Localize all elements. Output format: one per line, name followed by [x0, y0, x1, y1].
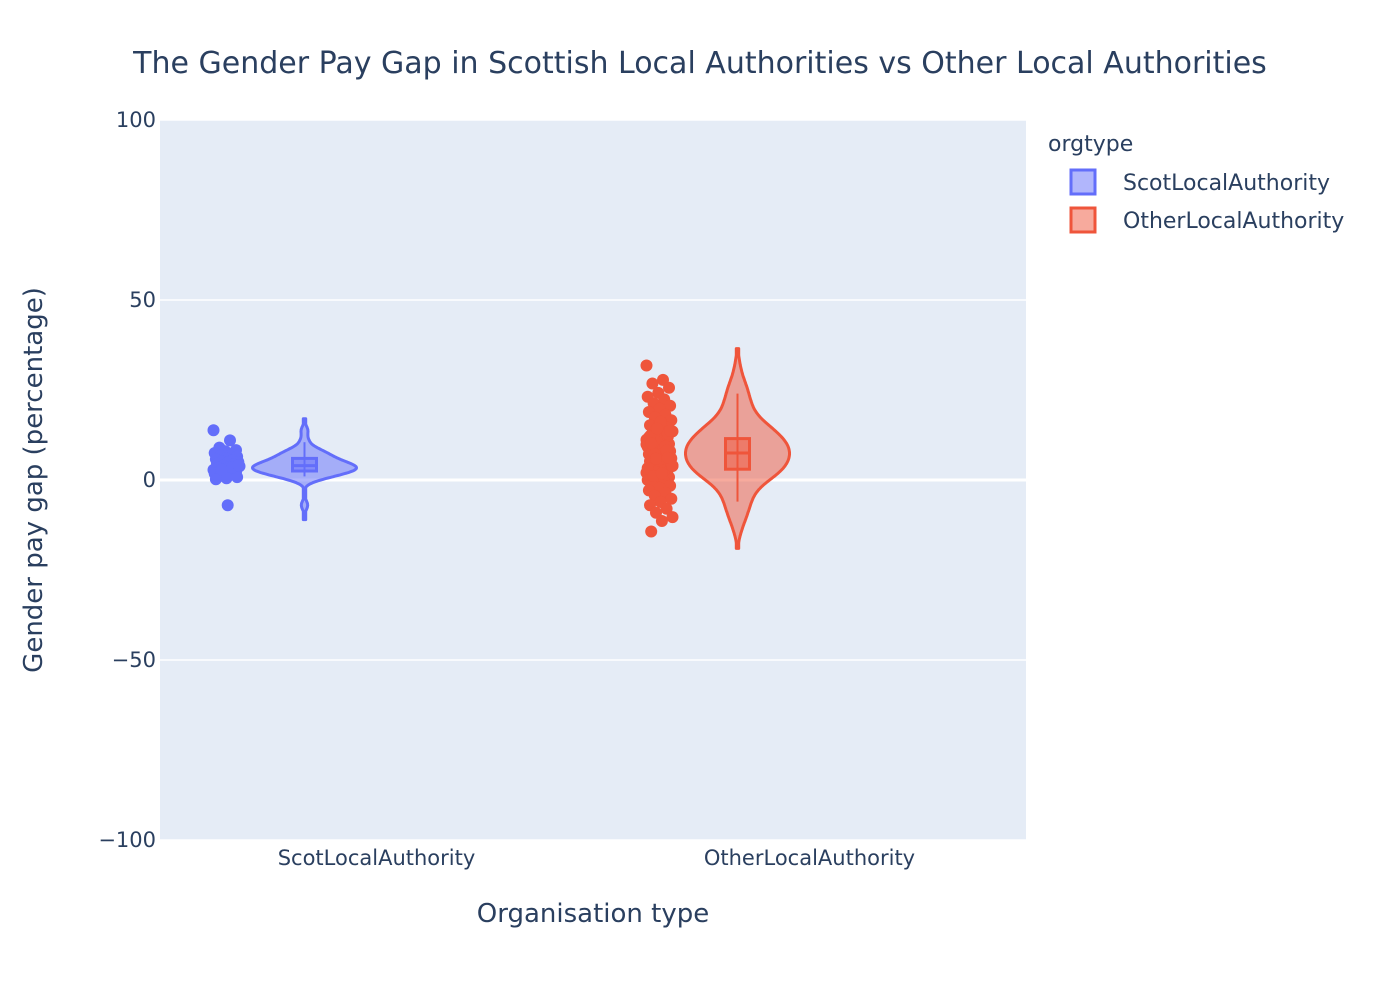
data-point	[664, 399, 677, 412]
y-tick-label: 100	[116, 108, 156, 132]
data-point	[221, 499, 234, 512]
chart-title: The Gender Pay Gap in Scottish Local Aut…	[132, 46, 1267, 81]
y-tick-label: 0	[143, 468, 156, 492]
data-point	[645, 525, 658, 538]
legend-item-label: ScotLocalAuthority	[1123, 171, 1330, 196]
data-point	[655, 467, 668, 480]
data-point	[209, 473, 222, 486]
data-point	[640, 359, 653, 372]
violin-group	[640, 347, 791, 550]
data-point	[663, 381, 675, 394]
data-point	[666, 511, 679, 524]
data-point	[231, 471, 244, 484]
x-tick-label: OtherLocalAuthority	[704, 846, 915, 870]
data-point	[660, 502, 673, 515]
x-tick-labels: ScotLocalAuthority OtherLocalAuthority	[278, 846, 915, 870]
data-point	[651, 422, 664, 435]
y-tick-labels: 100 50 0 −50 −100	[98, 108, 156, 852]
data-point	[224, 434, 236, 447]
violin-group	[207, 417, 358, 522]
data-point	[664, 424, 677, 437]
y-tick-label: 50	[129, 288, 156, 312]
data-point	[646, 377, 659, 390]
data-point	[215, 463, 228, 476]
y-tick-label: −50	[112, 648, 156, 672]
data-point	[650, 452, 662, 465]
legend-title: orgtype	[1048, 132, 1133, 157]
y-tick-label: −100	[98, 828, 156, 852]
legend: orgtype ScotLocalAuthority OtherLocalAuth…	[1048, 132, 1344, 234]
legend-swatch	[1069, 168, 1097, 196]
x-tick-label: ScotLocalAuthority	[278, 846, 476, 870]
legend-swatch	[1069, 206, 1097, 234]
data-point	[645, 437, 658, 450]
data-point	[661, 451, 674, 464]
y-axis-title: Gender pay gap (percentage)	[19, 287, 49, 673]
data-point	[207, 424, 220, 437]
x-axis-title: Organisation type	[477, 899, 709, 929]
data-point	[655, 515, 668, 527]
data-point	[665, 492, 678, 505]
legend-item-label: OtherLocalAuthority	[1123, 209, 1344, 234]
violin-series	[207, 347, 791, 550]
data-point	[232, 459, 245, 472]
